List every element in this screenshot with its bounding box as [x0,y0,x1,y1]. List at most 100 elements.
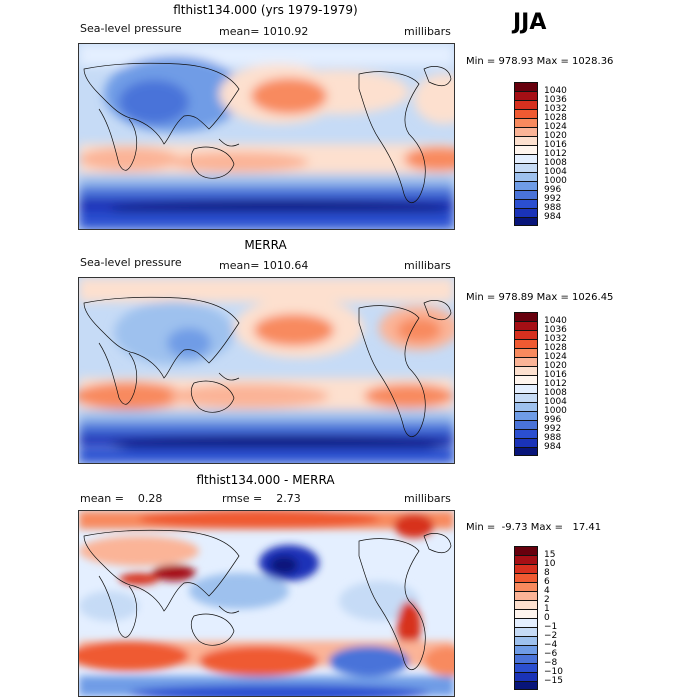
colorbar-swatch [514,645,538,654]
colorbar-label: 1000 [544,176,567,186]
season-title: JJA [513,10,547,35]
panel-2-map [78,277,455,464]
colorbar-swatch [514,600,538,609]
panel-1-colorbar: 1040 1036 1032 1028 1024 1020 1016 1012 1008 1004… [514,82,594,226]
colorbar-label: 6 [544,577,550,587]
colorbar-label: −10 [544,667,563,677]
colorbar-swatch [514,366,538,375]
colorbar-swatch [514,420,538,429]
colorbar-swatch [514,118,538,127]
colorbar-label: 984 [544,212,562,222]
colorbar-label: 1036 [544,325,567,335]
colorbar-swatch [514,411,538,420]
colorbar-label: 988 [544,203,562,213]
colorbar-swatch [514,429,538,438]
colorbar-swatch [514,438,538,447]
colorbar-swatch [514,582,538,591]
panel-2-title: MERRA [244,238,287,252]
colorbar-label: 1012 [544,149,567,159]
colorbar-swatch [514,393,538,402]
colorbar-label: −6 [544,649,558,659]
panel-3-mean: mean = 0.28 [80,492,163,505]
colorbar-swatch [514,312,538,321]
colorbar-label: −15 [544,676,563,686]
colorbar-swatch [514,91,538,100]
colorbar-label: 1 [544,604,550,614]
colorbar-label: 996 [544,185,562,195]
colorbar-swatch [514,555,538,564]
colorbar-label: 1008 [544,388,567,398]
colorbar-swatch [514,654,538,663]
colorbar-swatch [514,127,538,136]
colorbar-swatch [514,447,538,456]
colorbar-label: 992 [544,194,562,204]
colorbar-label: −8 [544,658,558,668]
colorbar-label: 984 [544,442,562,452]
colorbar-swatch [514,154,538,163]
panel-1-units: millibars [404,25,451,38]
colorbar-swatch [514,609,538,618]
colorbar-label: 1040 [544,316,567,326]
colorbar-label: 1020 [544,361,567,371]
colorbar-swatch [514,181,538,190]
panel-1-variable-label: Sea-level pressure [80,22,182,35]
panel-1-mean: mean= 1010.92 [219,25,309,38]
colorbar-swatch [514,357,538,366]
colorbar-swatch [514,199,538,208]
panel-3-rmse: rmse = 2.73 [222,492,301,505]
colorbar-label: 15 [544,550,556,560]
panel-2-variable-label: Sea-level pressure [80,256,182,269]
colorbar-swatch [514,384,538,393]
colorbar-label: 0 [544,613,550,623]
panel-2-colorbar: 1040 1036 1032 1028 1024 1020 1016 1012 1008 1004… [514,312,594,456]
panel-1-minmax: Min = 978.93 Max = 1028.36 [466,56,614,67]
panel-1-title: flthist134.000 (yrs 1979-1979) [173,3,358,17]
colorbar-label: 1040 [544,86,567,96]
colorbar-swatch [514,618,538,627]
panel-3-map [78,510,455,697]
colorbar-swatch [514,208,538,217]
panel-3-colorbar: 15 10 8 6 4 2 1 0 −1 −2 −4 −6 −8 −10 −15 [514,546,594,690]
panel-3-title: flthist134.000 - MERRA [196,473,335,487]
colorbar-label: −2 [544,631,558,641]
colorbar-label: 1020 [544,131,567,141]
colorbar-swatch [514,672,538,681]
colorbar-swatch [514,546,538,555]
panel-3-minmax: Min = -9.73 Max = 17.41 [466,522,602,533]
colorbar-label: 1024 [544,352,567,362]
colorbar-swatch [514,627,538,636]
colorbar-swatch [514,375,538,384]
colorbar-label: 2 [544,595,550,605]
colorbar-swatch [514,217,538,226]
panel-2-minmax: Min = 978.89 Max = 1026.45 [466,292,614,303]
colorbar-label: 996 [544,415,562,425]
colorbar-label: 1004 [544,397,567,407]
colorbar-label: 8 [544,568,550,578]
colorbar-swatch [514,402,538,411]
colorbar-swatch [514,636,538,645]
colorbar-swatch [514,163,538,172]
colorbar-label: 1024 [544,122,567,132]
colorbar-label: −4 [544,640,558,650]
colorbar-swatch [514,339,538,348]
colorbar-swatch [514,136,538,145]
colorbar-swatch [514,564,538,573]
panel-2-mean: mean= 1010.64 [219,259,309,272]
colorbar-label: 1012 [544,379,567,389]
colorbar-label: −1 [544,622,558,632]
colorbar-label: 992 [544,424,562,434]
colorbar-swatch [514,591,538,600]
colorbar-swatch [514,172,538,181]
colorbar-label: 1004 [544,167,567,177]
colorbar-label: 1032 [544,104,567,114]
colorbar-swatch [514,82,538,91]
colorbar-label: 10 [544,559,556,569]
panel-3-units: millibars [404,492,451,505]
colorbar-swatch [514,348,538,357]
colorbar-label: 988 [544,433,562,443]
colorbar-swatch [514,100,538,109]
colorbar-swatch [514,321,538,330]
colorbar-swatch [514,145,538,154]
panel-1-map [78,43,455,230]
colorbar-label: 1000 [544,406,567,416]
